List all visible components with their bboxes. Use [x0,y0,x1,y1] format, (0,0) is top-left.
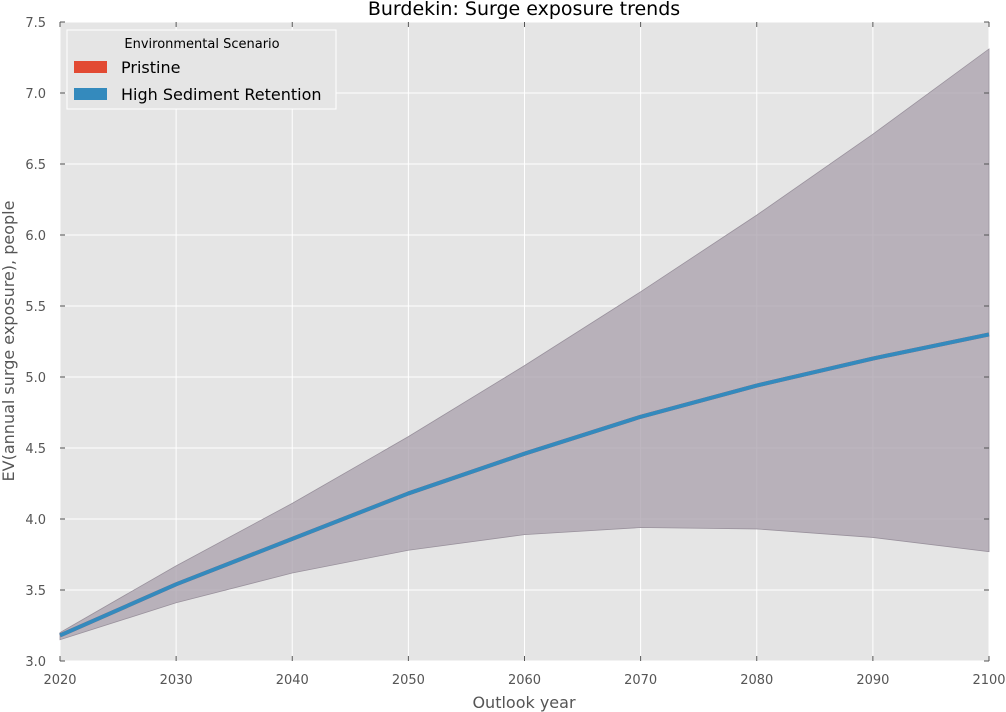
series-lines [59,332,990,638]
chart-title: Burdekin: Surge exposure trends [368,0,680,20]
band-high-sediment-retention [59,48,990,641]
y-tick-label: 5.5 [25,300,46,315]
x-tick-label: 2040 [276,673,309,688]
legend-box [66,29,337,110]
confidence-bands [59,48,990,641]
x-axis-label: Outlook year [472,693,576,712]
y-tick-label: 6.0 [25,229,46,244]
x-tick-label: 2020 [43,673,76,688]
y-tick-label: 3.5 [25,584,46,599]
legend-label-high-sediment-retention: High Sediment Retention [121,85,322,104]
x-tick-label: 2070 [624,673,657,688]
y-axis-label: EV(annual surge exposure), people [0,201,18,482]
legend-swatch-high-sediment-retention [74,88,107,100]
x-tick-label: 2030 [160,673,193,688]
x-tick-label: 2100 [972,673,1005,688]
legend: Environmental Scenario Pristine High Sed… [66,29,337,110]
legend-swatch-pristine [74,61,107,73]
y-tick-label: 7.5 [25,16,46,31]
ticks: 2020 2030 2040 2050 2060 2070 2080 2090 2100 3.0 3… [25,16,1005,688]
y-tick-label: 6.5 [25,158,46,173]
x-tick-label: 2060 [508,673,541,688]
legend-label-pristine: Pristine [121,58,180,77]
legend-title: Environmental Scenario [124,37,279,52]
x-tick-label: 2080 [740,673,773,688]
x-tick-label: 2050 [392,673,425,688]
y-tick-label: 4.0 [25,513,46,528]
y-tick-label: 3.0 [25,655,46,670]
y-tick-label: 5.0 [25,371,46,386]
y-tick-label: 4.5 [25,442,46,457]
y-tick-label: 7.0 [25,87,46,102]
x-tick-label: 2090 [856,673,889,688]
